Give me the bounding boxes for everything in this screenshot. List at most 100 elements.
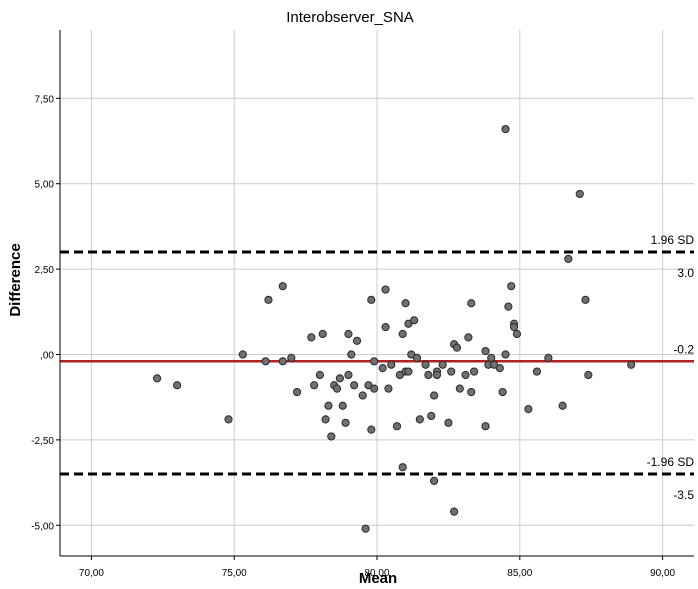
data-point	[512, 329, 522, 339]
reference-line-labels: 1.96 SD 3.0 -0.2 -1.96 SD -3.5	[647, 233, 695, 502]
data-point	[467, 299, 476, 308]
data-point	[487, 353, 496, 362]
data-point	[501, 124, 510, 134]
data-point	[370, 357, 379, 366]
data-point	[378, 364, 387, 373]
data-point	[410, 316, 419, 325]
data-point	[238, 350, 247, 359]
data-point	[584, 370, 593, 380]
data-point	[469, 367, 479, 376]
data-point	[384, 384, 393, 393]
data-point	[367, 425, 376, 434]
data-point	[321, 415, 330, 424]
data-point	[327, 432, 336, 441]
data-point	[387, 360, 396, 369]
data-point	[310, 381, 319, 390]
data-point	[307, 333, 316, 342]
data-point	[318, 329, 327, 339]
reference-line-label: 1.96 SD	[651, 233, 695, 247]
data-points	[152, 124, 636, 533]
data-point	[481, 346, 490, 356]
y-axis-title: Difference	[7, 243, 24, 316]
data-point	[415, 415, 424, 424]
data-point	[350, 381, 359, 390]
data-point	[324, 401, 333, 410]
y-tick-label: 2,50	[35, 265, 55, 276]
data-point	[398, 329, 407, 339]
data-point	[627, 360, 636, 369]
data-point	[450, 507, 459, 516]
data-point	[341, 418, 350, 427]
data-point	[292, 387, 302, 397]
data-point	[524, 405, 533, 414]
data-point	[358, 391, 367, 400]
data-point	[338, 401, 347, 410]
x-axis-title: Mean	[359, 570, 397, 587]
reference-line-value: 3.0	[677, 266, 694, 280]
x-tick-label: 75,00	[222, 568, 247, 579]
data-point	[344, 329, 353, 339]
data-point	[532, 367, 542, 376]
data-point	[381, 323, 390, 332]
data-point	[501, 350, 510, 359]
data-point	[461, 370, 470, 380]
data-point	[507, 282, 516, 291]
data-point	[287, 353, 296, 362]
data-point	[344, 370, 353, 380]
data-point	[381, 285, 390, 294]
data-point	[455, 384, 464, 393]
data-point	[430, 391, 439, 400]
data-point	[172, 381, 182, 390]
data-point	[498, 387, 507, 397]
data-point	[504, 302, 513, 311]
data-point	[152, 374, 162, 383]
y-tick-label: ,00	[40, 350, 54, 361]
data-point	[278, 357, 287, 366]
data-point	[370, 384, 379, 393]
tick-labels: 70,00 75,00 80,00 85,00 90,00 -5,00 -2,50 ,00 2,…	[31, 94, 675, 579]
data-point	[352, 336, 362, 345]
data-point	[558, 401, 567, 410]
data-point	[412, 353, 422, 362]
data-point	[432, 370, 442, 380]
chart-title: Interobserver_SNA	[286, 9, 414, 26]
data-point	[581, 295, 590, 304]
data-point	[367, 295, 376, 304]
data-point	[544, 353, 553, 362]
data-point	[427, 411, 436, 421]
grid-lines	[60, 30, 694, 556]
y-tick-label: -2,50	[31, 436, 54, 447]
data-point	[224, 415, 233, 424]
data-point	[464, 333, 473, 342]
data-point	[335, 374, 344, 383]
data-point	[444, 418, 453, 427]
data-point	[404, 367, 413, 376]
data-point	[392, 422, 402, 431]
x-tick-label: 90,00	[650, 568, 675, 579]
reference-line-label: -1.96 SD	[647, 455, 695, 469]
x-tick-label: 85,00	[507, 568, 532, 579]
data-point	[575, 189, 584, 199]
x-tick-label: 80,00	[364, 568, 389, 579]
data-point	[421, 360, 430, 369]
reference-line-value: -3.5	[673, 488, 694, 502]
data-point	[361, 524, 370, 533]
data-point	[495, 364, 504, 373]
y-tick-label: 5,00	[35, 180, 55, 191]
data-point	[452, 343, 462, 352]
y-tick-label: -5,00	[31, 521, 54, 532]
data-point	[261, 357, 270, 366]
data-point	[347, 350, 356, 359]
data-point	[438, 360, 447, 369]
data-point	[398, 463, 407, 472]
data-point	[481, 422, 490, 431]
x-tick-label: 70,00	[79, 568, 104, 579]
data-point	[467, 387, 476, 397]
data-point	[264, 295, 273, 304]
reference-line-label: -0.2	[673, 342, 694, 356]
data-point	[424, 370, 433, 380]
data-point	[401, 299, 410, 308]
y-tick-label: 7,50	[35, 94, 55, 105]
data-point	[564, 254, 573, 263]
